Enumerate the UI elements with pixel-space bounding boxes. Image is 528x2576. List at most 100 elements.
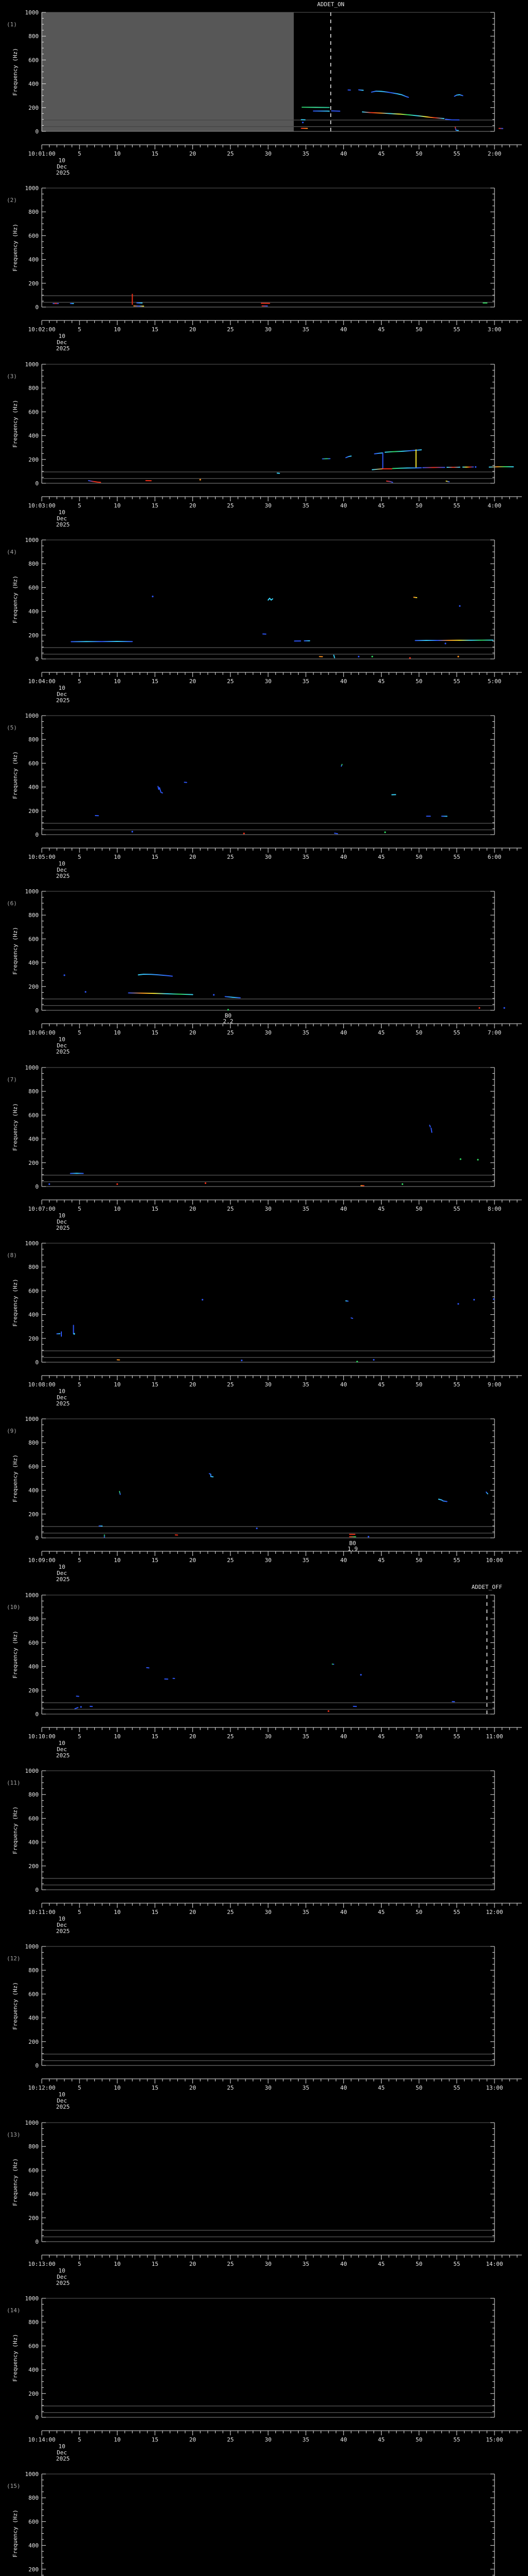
x-tick-label: 40 <box>340 678 347 685</box>
y-tick-label: 1000 <box>25 185 39 192</box>
y-axis-title: Frequency (Hz) <box>12 1806 19 1854</box>
y-tick-label: 1000 <box>25 713 39 719</box>
x-tick-label: 50 <box>416 326 422 333</box>
detection-track <box>485 1492 488 1495</box>
date-day: 10 <box>58 157 65 164</box>
y-axis-ticks: 0 200 400 600 800 1000 <box>25 1592 494 1718</box>
x-tick-label: 35 <box>303 678 309 685</box>
y-tick-label: 200 <box>28 808 39 815</box>
x-tick-label: 40 <box>340 150 347 157</box>
x-tick-label: 15 <box>152 1206 158 1212</box>
detection-track <box>157 786 163 794</box>
detection-dot <box>116 1183 118 1185</box>
x-tick-label: 30 <box>265 502 271 509</box>
date-month: Dec <box>57 163 67 170</box>
y-tick-label: 800 <box>28 912 39 919</box>
y-axis-title: Frequency (Hz) <box>12 2334 19 2382</box>
detection-dot <box>477 1159 479 1161</box>
x-tick-label: 15 <box>152 2436 158 2443</box>
y-tick-label: 200 <box>28 1335 39 1342</box>
spectrogram-panel: 0 200 400 600 800 1000 Frequency (Hz) (9) 5 10 15 2… <box>0 1406 528 1583</box>
x-tick-label: 15 <box>152 1733 158 1740</box>
y-tick-label: 800 <box>28 1791 39 1798</box>
x-tick-label: 10 <box>114 678 121 685</box>
detection-track <box>454 94 464 97</box>
detection-track <box>340 764 343 767</box>
x-tick-label: 15 <box>152 2261 158 2267</box>
y-tick-label: 1000 <box>25 1768 39 1774</box>
x-start-time-label: 10:07:00 <box>28 1206 56 1212</box>
x-tick-label: 30 <box>265 326 271 333</box>
date-day: 10 <box>58 2443 65 2450</box>
y-tick-label: 200 <box>28 2566 39 2573</box>
plot-frame <box>41 364 495 484</box>
y-tick-label: 200 <box>28 2391 39 2397</box>
detection-track <box>74 1707 79 1709</box>
detection-dot <box>199 479 201 481</box>
x-tick-label: 15 <box>152 854 158 860</box>
y-tick-label: 800 <box>28 33 39 40</box>
y-tick-label: 0 <box>35 1183 39 1190</box>
detection-track <box>386 480 393 483</box>
x-tick-label: 55 <box>453 326 460 333</box>
detection-dot <box>459 1158 461 1160</box>
y-axis-ticks: 0 200 400 600 800 1000 <box>25 1943 494 2069</box>
detection-track <box>119 1490 121 1495</box>
spectrogram-plot: 0 200 400 600 800 1000 Frequency (Hz) (1) 5 10 15 2… <box>7 1 522 176</box>
detection-tracks <box>301 89 504 131</box>
detection-dot <box>358 655 360 657</box>
detection-dot <box>48 1183 51 1185</box>
x-tick-label: 25 <box>227 854 234 860</box>
call-score-label: 2.2 <box>223 1018 234 1025</box>
call-score-label: 1.9 <box>348 1546 358 1552</box>
panel-number: (7) <box>7 1076 17 1083</box>
y-tick-label: 200 <box>28 2215 39 2222</box>
spectrogram-plot: 0 200 400 600 800 1000 Frequency (Hz) (9) 5 10 15 2… <box>7 1416 522 1583</box>
date-day: 10 <box>58 685 65 691</box>
x-end-time-label: 5:00 <box>488 678 502 685</box>
detection-tracks <box>94 764 448 835</box>
y-tick-label: 0 <box>35 1007 39 1014</box>
y-tick-label: 0 <box>35 1887 39 1893</box>
x-tick-label: 40 <box>340 2436 347 2443</box>
y-axis-title: Frequency (Hz) <box>12 224 19 272</box>
detection-dot <box>131 831 134 833</box>
x-end-time-label: 3:00 <box>488 326 502 333</box>
detection-track <box>333 654 335 658</box>
detection-dot <box>241 1359 243 1362</box>
detection-dot <box>473 1299 475 1301</box>
date-month: Dec <box>57 691 67 698</box>
x-tick-label: 50 <box>416 1206 422 1212</box>
y-tick-label: 0 <box>35 1359 39 1366</box>
x-tick-label: 50 <box>416 1733 422 1740</box>
detection-dot <box>152 596 154 598</box>
plot-frame <box>41 1946 495 2066</box>
x-tick-label: 5 <box>78 678 81 685</box>
x-tick-label: 40 <box>340 1381 347 1388</box>
y-tick-label: 0 <box>35 1711 39 1718</box>
x-tick-label: 5 <box>78 1733 81 1740</box>
x-end-time-label: 11:00 <box>486 1733 503 1740</box>
x-end-time-label: 10:00 <box>486 1557 503 1564</box>
event-marker-label: ADDET_ON <box>317 1 344 8</box>
spectrogram-plot: 0 200 400 600 800 1000 Frequency (Hz) (2) 5 10 15 2… <box>7 185 522 352</box>
x-tick-label: 30 <box>265 1557 271 1564</box>
y-axis-ticks: 0 200 400 600 800 1000 <box>25 713 494 838</box>
detection-track <box>371 90 409 98</box>
y-tick-label: 1000 <box>25 537 39 544</box>
y-tick-label: 200 <box>28 1511 39 1518</box>
y-tick-label: 200 <box>28 2039 39 2045</box>
y-tick-label: 0 <box>35 2414 39 2421</box>
spectrogram-panel: 0 200 400 600 800 1000 Frequency (Hz) (4) 5 10 15 2… <box>0 528 528 704</box>
date-month: Dec <box>57 1042 67 1049</box>
x-tick-label: 25 <box>227 1029 234 1036</box>
y-tick-label: 1000 <box>25 361 39 368</box>
detection-dot <box>457 1303 459 1305</box>
y-tick-label: 400 <box>28 81 39 88</box>
x-tick-label: 10 <box>114 2436 121 2443</box>
detection-track <box>345 455 352 459</box>
y-tick-label: 200 <box>28 105 39 111</box>
